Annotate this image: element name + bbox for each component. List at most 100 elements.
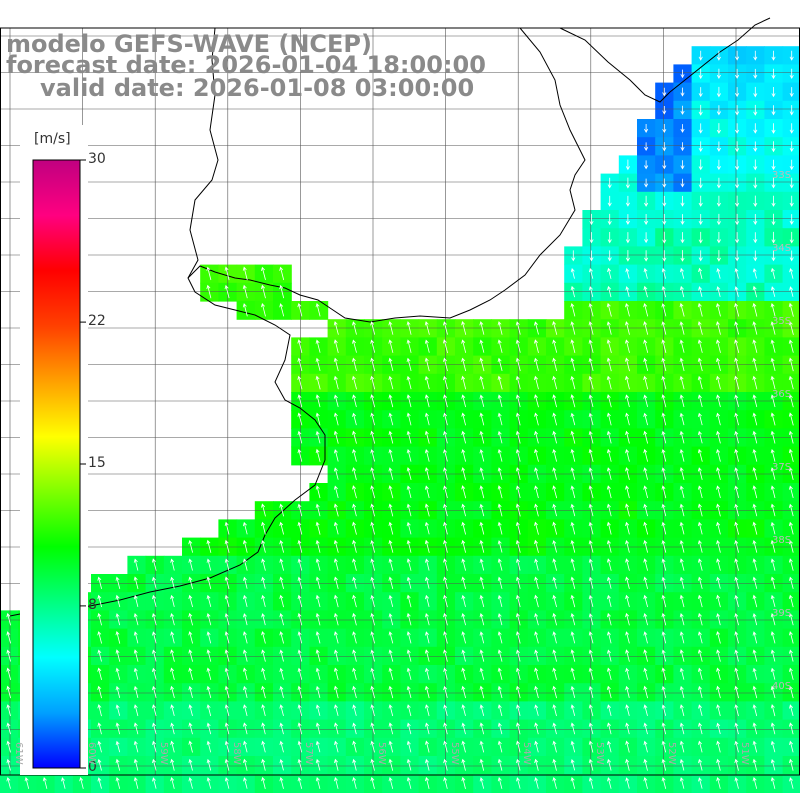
wind-arrow (534, 485, 539, 499)
wind-arrow (443, 449, 448, 462)
wind-arrow (333, 576, 339, 590)
wind-arrow (370, 631, 375, 644)
wind-arrow (297, 303, 303, 317)
wind-arrow (644, 124, 649, 134)
wind-arrow (788, 302, 794, 317)
wind-arrow (661, 267, 666, 279)
wind-arrow (698, 123, 703, 134)
wind-arrow (370, 740, 375, 753)
wind-arrow (697, 448, 703, 462)
wind-arrow (680, 232, 685, 244)
wind-arrow (315, 539, 321, 553)
wind-arrow (206, 704, 212, 717)
wind-arrow (679, 485, 685, 499)
wind-arrow (752, 412, 758, 426)
coastline (9, 17, 771, 617)
wind-arrow (679, 558, 685, 571)
wind-arrow (643, 685, 648, 699)
wind-arrow (242, 284, 248, 299)
wind-arrow (771, 213, 776, 226)
wind-arrow (625, 339, 630, 353)
wind-arrow (370, 449, 375, 462)
wind-arrow (716, 50, 721, 61)
wind-arrow (734, 412, 739, 426)
wind-arrow (643, 649, 648, 662)
wind-arrow (716, 521, 721, 535)
wind-arrow (625, 685, 630, 698)
latitude-label: 39S (772, 608, 792, 619)
wind-arrow (788, 685, 794, 699)
wind-arrow (789, 231, 794, 244)
wind-arrow (643, 430, 648, 444)
wind-arrow (698, 576, 703, 589)
wind-arrow (661, 449, 667, 462)
wind-arrow (497, 594, 503, 607)
wind-arrow (752, 649, 758, 662)
wind-arrow (752, 503, 758, 517)
wind-arrow (716, 722, 721, 735)
wind-arrow (570, 357, 576, 371)
wind-arrow (479, 321, 485, 335)
wind-arrow (771, 250, 776, 262)
wind-arrow (607, 213, 612, 226)
wind-arrow (424, 649, 430, 662)
wind-arrow (643, 503, 648, 517)
wind-arrow (588, 576, 594, 589)
wind-arrow (443, 758, 448, 771)
wind-arrow (515, 375, 521, 390)
wind-arrow (516, 758, 521, 771)
wind-arrow (206, 594, 212, 608)
wind-arrow (770, 649, 776, 662)
wind-arrow (279, 540, 284, 553)
wind-arrow (716, 177, 721, 189)
wind-arrow (279, 704, 284, 717)
wind-arrow (625, 740, 630, 753)
wind-arrow (333, 539, 339, 553)
wind-arrow (570, 540, 576, 553)
wind-arrow (479, 740, 485, 753)
valid-date: valid date: 2026-01-08 03:00:00 (40, 74, 475, 102)
wind-arrow (607, 267, 612, 279)
wind-arrow (697, 485, 703, 499)
wind-arrow (515, 521, 521, 535)
wind-arrow (461, 430, 466, 444)
wind-arrow (352, 485, 357, 499)
wind-arrow (152, 558, 157, 571)
coastline-inland-north (187, 27, 586, 323)
wind-arrow (534, 394, 539, 408)
wind-arrow (261, 521, 266, 535)
wind-arrow (570, 631, 576, 644)
wind-arrow (752, 758, 758, 771)
wind-arrow (588, 758, 594, 771)
wind-arrow (97, 777, 102, 789)
wind-arrow (698, 87, 703, 98)
wind-arrow (152, 631, 157, 644)
wind-arrow (716, 467, 721, 480)
colorbar (32, 159, 81, 769)
wind-arrow (315, 357, 321, 371)
latitude-label: 34S (772, 243, 792, 254)
wind-arrow (789, 267, 794, 279)
wind-arrow (388, 667, 394, 681)
wind-arrow (425, 704, 430, 717)
wind-arrow (315, 375, 321, 390)
wind-arrow (534, 448, 539, 462)
wind-arrow (352, 758, 357, 771)
wind-arrow (697, 503, 703, 517)
wind-arrow (333, 667, 339, 681)
wind-arrow (644, 250, 649, 262)
wind-arrow (497, 449, 503, 462)
wind-arrow (534, 467, 539, 480)
wind-arrow (753, 195, 758, 208)
wind-arrow (679, 594, 685, 608)
wind-arrow (752, 777, 758, 789)
wind-arrow (716, 758, 721, 771)
wind-arrow (352, 467, 357, 480)
wind-arrow (333, 449, 339, 462)
wind-arrow (388, 394, 394, 408)
wind-arrow (424, 539, 430, 553)
wind-arrow (497, 503, 503, 517)
wind-arrow (479, 649, 485, 662)
wind-arrow (661, 704, 667, 716)
wind-arrow (406, 704, 412, 717)
